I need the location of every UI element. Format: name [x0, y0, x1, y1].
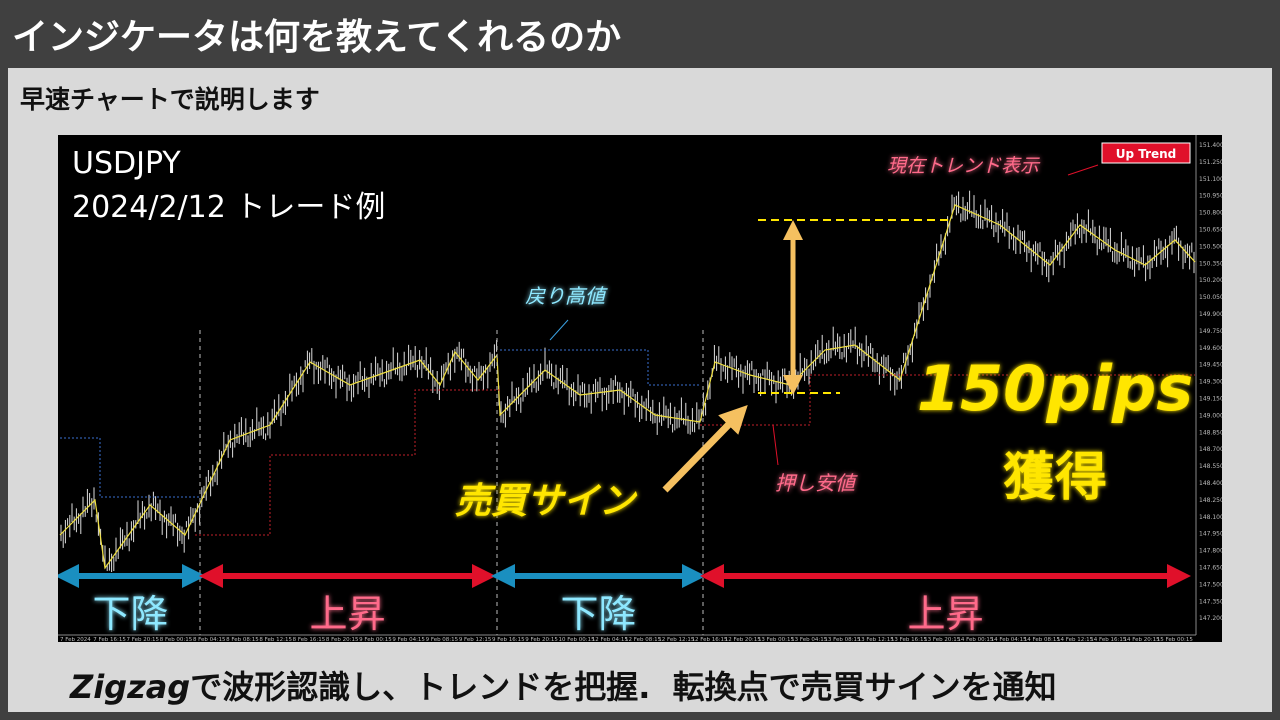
- time-tick: 8 Feb 16:15: [293, 637, 326, 642]
- time-tick: 9 Feb 20:15: [525, 637, 558, 642]
- symbol: USDJPY: [72, 146, 181, 181]
- time-tick: 14 Feb 04:15: [991, 637, 1028, 642]
- time-tick: 8 Feb 20:15: [326, 637, 359, 642]
- time-tick: 9 Feb 00:15: [359, 637, 392, 642]
- time-tick: 14 Feb 16:15: [1090, 637, 1127, 642]
- price-tick: 147.200: [1199, 615, 1222, 622]
- price-tick: 147.800: [1199, 548, 1222, 555]
- price-tick: 147.350: [1199, 598, 1222, 605]
- price-tick: 151.100: [1199, 176, 1222, 183]
- time-tick: 8 Feb 00:15: [160, 637, 193, 642]
- time-tick: 14 Feb 08:15: [1024, 637, 1061, 642]
- trend-note: 現在トレンド表示: [887, 155, 1041, 177]
- price-tick: 151.400: [1199, 142, 1222, 149]
- time-tick: 13 Feb 04:15: [791, 637, 828, 642]
- gain-amount: 150pips: [917, 352, 1193, 425]
- footer-text: で波形認識し、トレンドを把握. 転換点で売買サインを通知: [190, 668, 1057, 706]
- time-tick: 7 Feb 20:15: [126, 637, 159, 642]
- zigzag: [59, 204, 1196, 570]
- price-tick: 151.250: [1199, 159, 1222, 166]
- phase-label: 上昇: [309, 592, 385, 636]
- time-tick: 8 Feb 08:15: [226, 637, 259, 642]
- trend-badge: Up Trend: [1116, 147, 1177, 161]
- price-tick: 150.200: [1199, 277, 1222, 284]
- price-tick: 149.900: [1199, 311, 1222, 318]
- low-arrow: [772, 424, 779, 466]
- time-tick: 9 Feb 12:15: [459, 637, 492, 642]
- time-tick: 15 Feb 00:15: [1157, 637, 1194, 642]
- time-tick: 8 Feb 12:15: [259, 637, 292, 642]
- signal-arrow: [662, 404, 748, 493]
- time-tick: 14 Feb 20:15: [1124, 637, 1161, 642]
- price-tick: 149.600: [1199, 345, 1222, 352]
- resistance: [500, 349, 700, 386]
- pullback-low: 押し安値: [775, 471, 858, 495]
- phase-label: 下降: [92, 592, 168, 636]
- title: インジケータは何を教えてくれるのか: [12, 17, 622, 58]
- price-tick: 148.850: [1199, 429, 1222, 436]
- price-tick: 149.300: [1199, 379, 1222, 386]
- footer-lead: Zigzag: [70, 668, 191, 706]
- price-tick: 150.950: [1199, 193, 1222, 200]
- time-tick: 13 Feb 16:15: [891, 637, 928, 642]
- gain-word: 獲得: [1003, 448, 1107, 508]
- price-tick: 148.400: [1199, 480, 1222, 487]
- chart-bg: [58, 135, 1222, 642]
- price-tick: 150.050: [1199, 294, 1222, 301]
- high-arrow: [549, 319, 569, 341]
- time-tick: 13 Feb 20:15: [924, 637, 961, 642]
- trend-badge-box: [1101, 142, 1191, 164]
- support: [700, 374, 1195, 426]
- price-tick: 149.450: [1199, 362, 1222, 369]
- price-tick: 147.500: [1199, 581, 1222, 588]
- price-tick: 148.250: [1199, 497, 1222, 504]
- time-tick: 12 Feb 16:15: [691, 637, 728, 642]
- time-tick: 14 Feb 12:15: [1057, 637, 1094, 642]
- price-tick: 148.100: [1199, 514, 1222, 521]
- time-tick: 9 Feb 16:15: [492, 637, 525, 642]
- price-tick: 147.950: [1199, 531, 1222, 538]
- time-tick: 7 Feb 16:15: [93, 637, 126, 642]
- price-tick: 150.500: [1199, 243, 1222, 250]
- signal: 売買サイン: [455, 481, 638, 522]
- time-tick: 7 Feb 2024: [60, 637, 91, 642]
- time-tick: 12 Feb 12:15: [658, 637, 695, 642]
- price-tick: 149.150: [1199, 396, 1222, 403]
- time-tick: 12 Feb 04:15: [592, 637, 629, 642]
- note-arrow: [1067, 164, 1099, 176]
- subtitle: 早速チャートで説明します: [20, 85, 320, 114]
- time-tick: 9 Feb 04:15: [392, 637, 425, 642]
- price-tick: 148.700: [1199, 446, 1222, 453]
- price-tick: 148.550: [1199, 463, 1222, 470]
- time-tick: 13 Feb 12:15: [858, 637, 895, 642]
- price-tick: 150.350: [1199, 260, 1222, 267]
- phase-label: 下降: [560, 592, 636, 636]
- resistance: [60, 437, 200, 498]
- time-tick: 10 Feb 00:15: [559, 637, 596, 642]
- phase-label: 上昇: [907, 592, 983, 636]
- price-tick: 149.750: [1199, 328, 1222, 335]
- time-tick: 12 Feb 08:15: [625, 637, 662, 642]
- price-tick: 147.650: [1199, 565, 1222, 572]
- time-tick: 8 Feb 04:15: [193, 637, 226, 642]
- price-tick: 150.800: [1199, 210, 1222, 217]
- trade-example: 2024/2/12 トレード例: [72, 190, 385, 225]
- pullback-high: 戻り高値: [525, 284, 608, 308]
- time-tick: 13 Feb 08:15: [824, 637, 861, 642]
- price-chart: USDJPY 2024/2/12 トレード例 Up Trend 現在トレンド表示…: [58, 135, 1222, 642]
- time-tick: 13 Feb 00:15: [758, 637, 795, 642]
- time-tick: 9 Feb 08:15: [426, 637, 459, 642]
- price-tick: 149.000: [1199, 412, 1222, 419]
- footer: Zigzagで波形認識し、トレンドを把握. 転換点で売買サインを通知: [70, 662, 1057, 708]
- price-tick: 150.650: [1199, 227, 1222, 234]
- time-tick: 12 Feb 20:15: [725, 637, 762, 642]
- time-tick: 14 Feb 00:15: [957, 637, 994, 642]
